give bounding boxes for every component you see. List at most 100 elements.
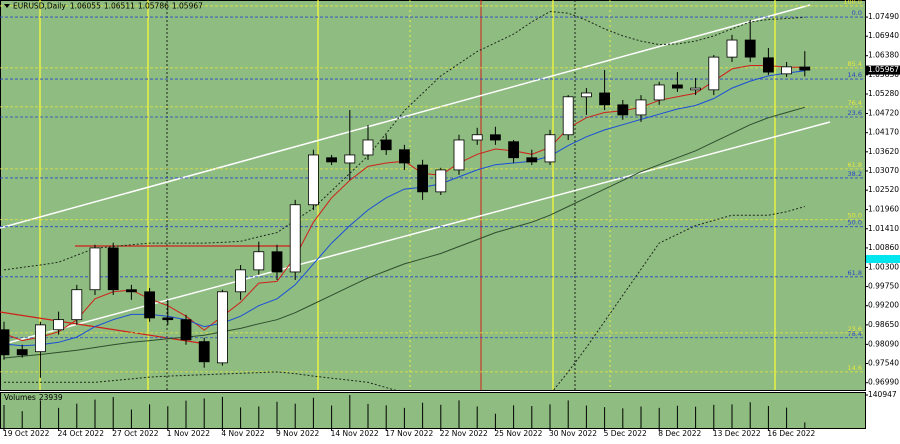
candle-body (35, 324, 46, 353)
price-box-label: 1.05967 (868, 65, 899, 74)
candle-layer (0, 19, 811, 378)
volume-title: Volumes (4, 393, 36, 402)
candle-body (253, 251, 265, 271)
candle-body (635, 99, 647, 116)
y-tick-label: 1.00300 (868, 262, 899, 271)
channel-line (0, 121, 831, 346)
last-high: 1.06511 (104, 2, 135, 11)
fibo-label: 85.4 (848, 60, 862, 68)
y-tick-label: 1.06940 (868, 31, 899, 40)
volume-layer (3, 395, 806, 428)
candle-body (799, 66, 811, 71)
candle-body (398, 149, 410, 164)
candle-body (562, 96, 574, 136)
volume-tick-label: 140947 (868, 390, 897, 399)
fibo-label: 76.4 (848, 330, 862, 338)
candle-body (53, 319, 64, 331)
candle-body (417, 164, 429, 193)
header: EURUSD,Daily 1.06055 1.06511 1.05786 1.05967 (13, 2, 203, 11)
candle-body (672, 84, 683, 89)
fibo-label: 14.6 (848, 364, 862, 372)
candle-body (763, 57, 774, 73)
fibo-label: 38.2 (848, 170, 862, 178)
fibo-layer: 0.0 14.6 23.6 38.2 50.0 61.8 76.4 100.0 85.4 76.4… (0, 0, 865, 373)
candle-body (271, 251, 283, 273)
y-tick-label: 1.04170 (868, 128, 899, 137)
y-tick-label: 0.97540 (868, 359, 899, 368)
fibo-label: 100.0 (843, 0, 862, 6)
x-tick-label: 17 Nov 2022 (385, 429, 433, 438)
last-low: 1.05786 (138, 2, 169, 11)
fibo-label: 61.8 (848, 269, 862, 277)
y-tick-label: 0.98650 (868, 320, 899, 329)
candle-body (180, 319, 192, 341)
x-tick-label: 4 Nov 2022 (221, 429, 264, 438)
fibo-label: 61.8 (848, 161, 862, 169)
candle-body (71, 289, 83, 321)
x-tick-label: 19 Oct 2022 (3, 429, 50, 438)
x-tick-label: 14 Nov 2022 (331, 429, 379, 438)
x-tick-label: 13 Dec 2022 (713, 429, 761, 438)
y-tick-label: 1.01410 (868, 224, 899, 233)
fibo-label: 0.0 (852, 9, 862, 17)
candle-body (599, 92, 610, 106)
indicator-line (4, 206, 805, 390)
candle-body (453, 139, 465, 171)
y-tick-label: 1.03620 (868, 147, 899, 156)
x-tick-label: 8 Dec 2022 (658, 429, 701, 438)
candle-body (344, 154, 356, 164)
y-tick-label: 0.99200 (868, 301, 899, 310)
candle-body (653, 84, 665, 101)
candle-body (0, 329, 10, 356)
candle-body (144, 291, 156, 319)
candle-body (107, 247, 119, 291)
candle-body (126, 289, 137, 293)
x-tick-label: 30 Nov 2022 (549, 429, 597, 438)
candle-body (216, 291, 228, 364)
x-tick-label: 9 Nov 2022 (276, 429, 319, 438)
candle-body (162, 317, 174, 321)
indicator-line (3, 10, 805, 271)
candle-body (544, 134, 556, 163)
volume-panel (0, 392, 866, 429)
indicator-line (3, 106, 805, 359)
price-panel (0, 0, 866, 391)
y-tick-label: 0.98090 (868, 339, 899, 348)
last-close: 1.05967 (172, 2, 203, 11)
volume-last: 23939 (39, 393, 63, 402)
last-open: 1.06055 (70, 2, 101, 11)
x-tick-label: 5 Dec 2022 (604, 429, 647, 438)
y-tick-label: 1.01960 (868, 205, 899, 214)
y-tick-label: 1.03070 (868, 166, 899, 175)
candle-body (16, 349, 28, 356)
candle-body (526, 157, 538, 163)
candle-body (198, 341, 210, 363)
y-tick-label: 1.02520 (868, 185, 899, 194)
candle-body (289, 204, 301, 273)
price-marker (866, 255, 900, 263)
candle-body (508, 141, 520, 159)
candle-body (235, 269, 247, 293)
fibo-label: 23.6 (848, 325, 862, 333)
y-tick-label: 1.05280 (868, 89, 899, 98)
candle-body (362, 139, 374, 156)
x-tick-label: 24 Oct 2022 (58, 429, 105, 438)
candle-body (326, 157, 338, 163)
x-tick-label: 27 Oct 2022 (112, 429, 159, 438)
x-tick-label: 22 Nov 2022 (440, 429, 488, 438)
candle-body (307, 154, 319, 206)
axes: 1.074901.069401.063801.058301.052801.047… (3, 12, 900, 438)
candle-body (726, 39, 738, 58)
fibo-label: 50.0 (848, 219, 862, 227)
x-tick-label: 16 Dec 2022 (767, 429, 815, 438)
candle-body (471, 134, 483, 141)
indicator-layer (3, 10, 805, 390)
volume-header: Volumes 23939 (4, 393, 63, 402)
fibo-label: 23.6 (848, 109, 862, 117)
price-box (866, 65, 900, 75)
fibo-label: 14.6 (848, 71, 862, 79)
drawings (0, 0, 831, 390)
candle-body (380, 139, 392, 151)
symbol-title: EURUSD,Daily (13, 2, 66, 11)
candle-body (744, 39, 756, 58)
